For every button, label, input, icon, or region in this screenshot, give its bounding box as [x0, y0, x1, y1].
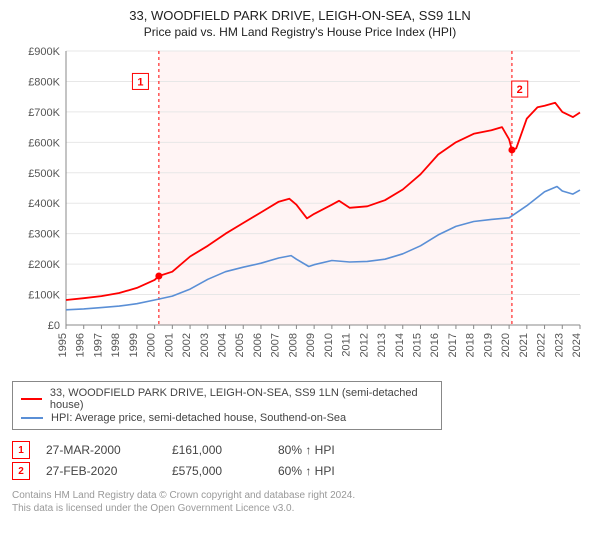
legend-item: HPI: Average price, semi-detached house,… [21, 412, 433, 424]
svg-text:2003: 2003 [199, 333, 211, 357]
svg-text:2007: 2007 [270, 333, 282, 357]
svg-text:2: 2 [517, 84, 523, 96]
sale-price: £161,000 [172, 443, 262, 457]
svg-text:£300K: £300K [28, 229, 60, 241]
svg-text:2005: 2005 [234, 333, 246, 357]
chart-title-subtitle: Price paid vs. HM Land Registry's House … [12, 25, 588, 39]
svg-text:1: 1 [137, 76, 143, 88]
sale-pct: 60% ↑ HPI [278, 464, 368, 478]
svg-text:2009: 2009 [305, 333, 317, 357]
table-row: 2 27-FEB-2020 £575,000 60% ↑ HPI [12, 462, 588, 480]
sale-marker: 2 [12, 462, 30, 480]
sale-price: £575,000 [172, 464, 262, 478]
svg-text:2010: 2010 [323, 333, 335, 357]
svg-text:£400K: £400K [28, 198, 60, 210]
footer: Contains HM Land Registry data © Crown c… [12, 489, 588, 515]
svg-text:2001: 2001 [163, 333, 175, 357]
svg-text:2004: 2004 [217, 333, 229, 357]
sales-table: 1 27-MAR-2000 £161,000 80% ↑ HPI 2 27-FE… [12, 438, 588, 483]
sale-date: 27-FEB-2020 [46, 464, 156, 478]
svg-text:£800K: £800K [28, 76, 60, 88]
svg-text:2020: 2020 [500, 333, 512, 357]
svg-text:2015: 2015 [411, 333, 423, 357]
svg-text:2002: 2002 [181, 333, 193, 357]
sale-marker: 1 [12, 441, 30, 459]
svg-text:1998: 1998 [110, 333, 122, 357]
svg-text:2024: 2024 [571, 333, 583, 357]
chart-title-address: 33, WOODFIELD PARK DRIVE, LEIGH-ON-SEA, … [12, 8, 588, 23]
svg-text:£600K: £600K [28, 137, 60, 149]
svg-text:2011: 2011 [341, 333, 353, 357]
legend-item: 33, WOODFIELD PARK DRIVE, LEIGH-ON-SEA, … [21, 387, 433, 411]
svg-text:£500K: £500K [28, 168, 60, 180]
svg-text:£100K: £100K [28, 290, 60, 302]
table-row: 1 27-MAR-2000 £161,000 80% ↑ HPI [12, 441, 588, 459]
svg-text:2022: 2022 [536, 333, 548, 357]
svg-text:2021: 2021 [518, 333, 530, 357]
line-chart: £0 £100K £200K £300K £400K £500K £600K £700K £80… [12, 45, 588, 375]
footer-line: Contains HM Land Registry data © Crown c… [12, 489, 588, 502]
svg-text:1999: 1999 [128, 333, 140, 357]
svg-text:2013: 2013 [376, 333, 388, 357]
svg-text:2000: 2000 [146, 333, 158, 357]
svg-text:£900K: £900K [28, 46, 60, 58]
svg-text:2019: 2019 [482, 333, 494, 357]
svg-text:1995: 1995 [57, 333, 69, 357]
svg-text:£700K: £700K [28, 107, 60, 119]
legend-label: 33, WOODFIELD PARK DRIVE, LEIGH-ON-SEA, … [50, 387, 433, 411]
svg-text:2012: 2012 [358, 333, 370, 357]
legend-label: HPI: Average price, semi-detached house,… [51, 412, 346, 424]
svg-text:2017: 2017 [447, 333, 459, 357]
svg-text:£0: £0 [48, 320, 60, 332]
svg-text:2016: 2016 [429, 333, 441, 357]
legend-swatch [21, 398, 42, 400]
sale-pct: 80% ↑ HPI [278, 443, 368, 457]
svg-text:1996: 1996 [75, 333, 87, 357]
legend: 33, WOODFIELD PARK DRIVE, LEIGH-ON-SEA, … [12, 381, 442, 430]
footer-line: This data is licensed under the Open Gov… [12, 502, 588, 515]
chart-area: £0 £100K £200K £300K £400K £500K £600K £700K £80… [12, 45, 588, 375]
svg-text:1997: 1997 [92, 333, 104, 357]
svg-text:2014: 2014 [394, 333, 406, 357]
svg-text:2008: 2008 [287, 333, 299, 357]
legend-swatch [21, 417, 43, 419]
svg-text:2006: 2006 [252, 333, 264, 357]
sale-date: 27-MAR-2000 [46, 443, 156, 457]
svg-text:2023: 2023 [553, 333, 565, 357]
svg-text:2018: 2018 [465, 333, 477, 357]
svg-text:£200K: £200K [28, 259, 60, 271]
